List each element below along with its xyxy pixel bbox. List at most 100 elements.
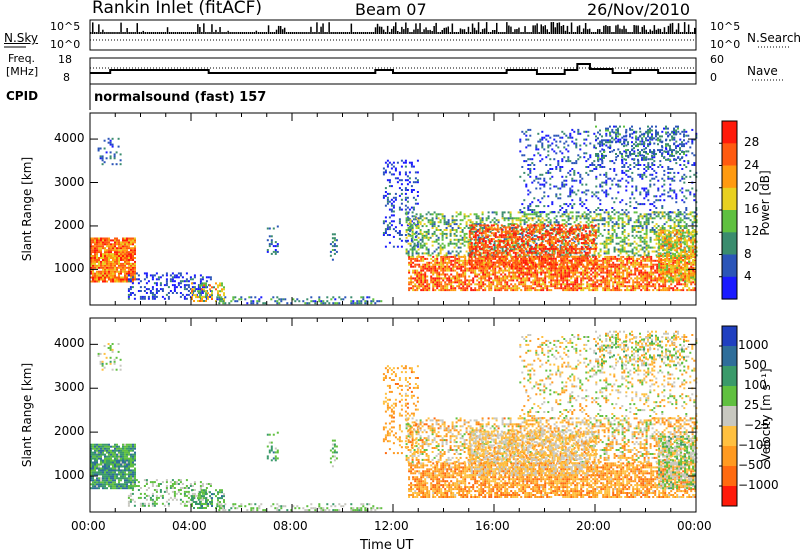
power-cell [600, 275, 603, 278]
power-cell [655, 234, 658, 237]
power-cell [634, 267, 637, 270]
power-cell [623, 221, 626, 224]
power-cell [682, 289, 685, 292]
power-cell [139, 286, 142, 289]
power-cell [382, 196, 385, 199]
power-cell [508, 273, 511, 276]
power-cell [539, 215, 542, 218]
power-cell [520, 261, 523, 264]
power-cell [445, 221, 448, 224]
power-cell [498, 281, 501, 284]
power-cell [592, 285, 595, 288]
power-cell [272, 296, 275, 299]
power-cell [574, 269, 577, 272]
nsky-bar [548, 32, 550, 34]
power-cell [643, 213, 646, 216]
power-cell [456, 279, 459, 282]
power-cell [360, 296, 363, 299]
power-cell [134, 274, 136, 277]
power-cell [134, 239, 136, 242]
power-cell [444, 255, 447, 258]
power-cell [626, 269, 629, 272]
power-cell [534, 273, 537, 276]
power-cell [628, 285, 631, 288]
power-cell [547, 217, 550, 220]
power-cell [664, 289, 667, 292]
power-cell [618, 273, 621, 276]
power-cell [551, 252, 554, 255]
power-cell [442, 255, 445, 258]
power-cell [109, 139, 112, 142]
power-cell [128, 247, 130, 250]
power-cell [106, 272, 108, 275]
power-cell [564, 261, 567, 264]
power-cell [542, 281, 545, 284]
power-cell [434, 263, 437, 266]
power-cell [621, 217, 624, 220]
power-cell [645, 215, 648, 218]
power-cell [432, 289, 435, 292]
power-cell [155, 278, 158, 281]
power-cell [642, 257, 645, 260]
power-cell [431, 221, 434, 224]
power-cell [426, 283, 429, 286]
power-cell [415, 227, 418, 229]
power-cell [610, 267, 613, 270]
power-cell [593, 225, 596, 228]
power-cell [412, 289, 415, 292]
nsky-bar [326, 32, 328, 34]
power-cell [560, 279, 563, 282]
power-cell [582, 277, 585, 280]
power-cell [129, 278, 132, 281]
nsky-bar [235, 32, 237, 34]
nsky-bar [401, 26, 403, 34]
power-cell [110, 266, 112, 269]
power-cell [181, 280, 184, 283]
power-cell [90, 245, 92, 248]
power-cell [541, 221, 544, 224]
power-cell [646, 279, 649, 282]
power-cell [490, 277, 493, 280]
power-cell [452, 265, 455, 268]
power-cell [452, 275, 455, 278]
power-cell [106, 257, 108, 259]
power-cell [220, 296, 223, 299]
power-cell [668, 257, 671, 260]
power-cell [181, 276, 184, 279]
power-cell [464, 275, 467, 278]
power-cell [688, 287, 691, 290]
power-cell [588, 263, 591, 266]
power-cell [116, 270, 118, 273]
power-cell [670, 263, 673, 266]
power-cell [695, 215, 698, 218]
power-cell [646, 271, 649, 274]
power-cell [560, 275, 563, 278]
power-cell [645, 227, 648, 229]
power-cell [506, 287, 509, 290]
power-cell [124, 270, 126, 273]
power-cell [404, 161, 407, 164]
power-cell [132, 278, 134, 281]
power-cell [439, 244, 442, 247]
power-cell [511, 219, 514, 222]
power-cell [388, 171, 391, 174]
power-cell [685, 217, 688, 220]
power-cell [472, 255, 475, 258]
nsky-bar [473, 27, 476, 34]
power-cell [622, 259, 625, 262]
power-cell [490, 263, 493, 266]
power-cell [623, 211, 626, 214]
power-cell [544, 275, 547, 278]
power-cell [633, 254, 636, 257]
power-cell [215, 288, 217, 291]
power-cell [434, 259, 437, 262]
power-cell [119, 163, 122, 166]
power-cell [116, 243, 118, 246]
power-cell [568, 285, 571, 288]
power-cell [568, 261, 571, 264]
power-cell [240, 296, 243, 299]
nsky-bar [433, 26, 435, 34]
power-cell [532, 275, 535, 278]
power-cell [663, 244, 666, 247]
power-cell [590, 273, 593, 276]
